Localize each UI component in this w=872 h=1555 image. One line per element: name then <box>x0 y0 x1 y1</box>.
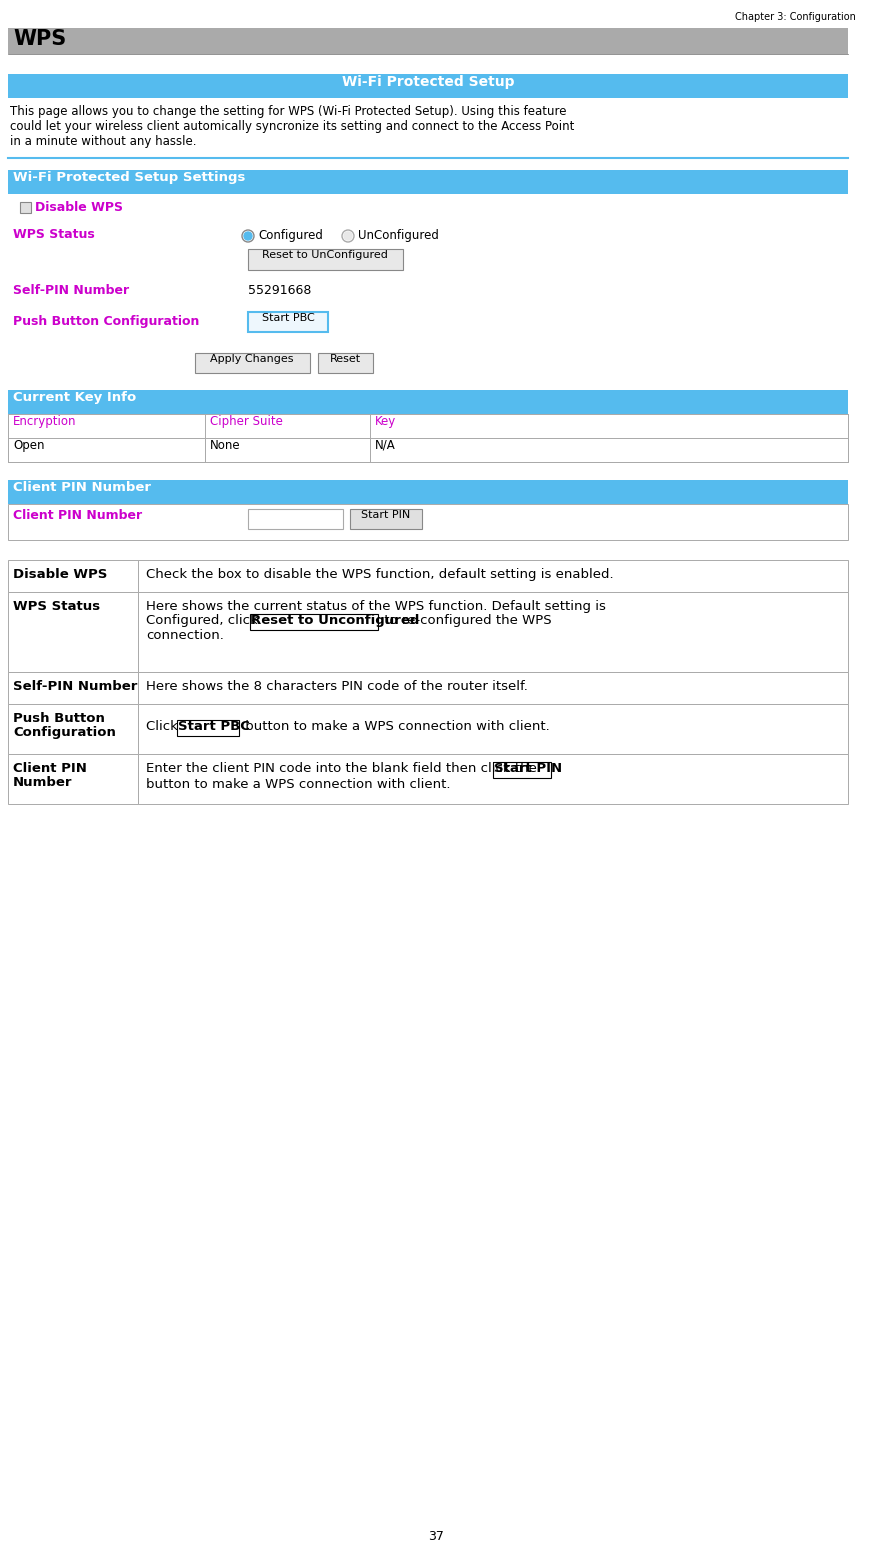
Text: Self-PIN Number: Self-PIN Number <box>13 285 129 297</box>
Text: N/A: N/A <box>375 439 396 453</box>
Bar <box>138 704 848 754</box>
Text: Client PIN Number: Client PIN Number <box>13 508 142 522</box>
Bar <box>195 353 310 373</box>
Bar <box>8 28 848 54</box>
Text: Enter the client PIN code into the blank field then click the: Enter the client PIN code into the blank… <box>146 762 542 774</box>
Bar <box>350 508 422 529</box>
Text: Client PIN: Client PIN <box>13 762 87 774</box>
Text: 55291668: 55291668 <box>248 285 311 297</box>
Bar <box>8 504 848 540</box>
Text: WPS Status: WPS Status <box>13 229 95 241</box>
Text: to re-configured the WPS: to re-configured the WPS <box>380 614 552 627</box>
Text: Number: Number <box>13 776 72 788</box>
Text: Wi-Fi Protected Setup Settings: Wi-Fi Protected Setup Settings <box>13 171 245 183</box>
Text: Here shows the 8 characters PIN code of the router itself.: Here shows the 8 characters PIN code of … <box>146 680 528 694</box>
Text: Reset to UnConfigured: Reset to UnConfigured <box>262 250 388 260</box>
Text: UnConfigured: UnConfigured <box>358 229 439 243</box>
Bar <box>8 560 138 592</box>
Text: Wi-Fi Protected Setup: Wi-Fi Protected Setup <box>342 75 514 89</box>
Bar <box>8 414 848 462</box>
Bar <box>250 614 378 630</box>
Text: Reset: Reset <box>330 355 360 364</box>
Bar <box>318 353 373 373</box>
Text: Reset to Unconfigured: Reset to Unconfigured <box>251 614 419 627</box>
Text: connection.: connection. <box>146 630 224 642</box>
Text: button to make a WPS connection with client.: button to make a WPS connection with cli… <box>146 778 451 791</box>
Text: Here shows the current status of the WPS function. Default setting is: Here shows the current status of the WPS… <box>146 600 606 613</box>
Text: Chapter 3: Configuration: Chapter 3: Configuration <box>735 12 856 22</box>
Bar <box>8 704 138 754</box>
Bar <box>138 754 848 804</box>
Text: button to make a WPS connection with client.: button to make a WPS connection with cli… <box>241 720 549 732</box>
Text: Check the box to disable the WPS function, default setting is enabled.: Check the box to disable the WPS functio… <box>146 568 614 582</box>
Text: Push Button: Push Button <box>13 712 105 725</box>
Bar <box>248 313 328 333</box>
Bar <box>8 480 848 504</box>
Text: Current Key Info: Current Key Info <box>13 390 136 404</box>
Bar <box>8 672 138 704</box>
Text: in a minute without any hassle.: in a minute without any hassle. <box>10 135 196 148</box>
Bar <box>493 762 551 778</box>
Circle shape <box>344 232 352 239</box>
Bar <box>8 390 848 414</box>
Text: Start PIN: Start PIN <box>361 510 411 519</box>
Text: Client PIN Number: Client PIN Number <box>13 480 151 494</box>
Text: could let your wireless client automically syncronize its setting and connect to: could let your wireless client automical… <box>10 120 575 134</box>
Bar <box>8 754 138 804</box>
Text: Key: Key <box>375 415 396 428</box>
Text: None: None <box>210 439 241 453</box>
Text: WPS: WPS <box>13 30 66 50</box>
Bar <box>8 592 138 672</box>
Circle shape <box>244 232 252 239</box>
Bar <box>8 169 848 194</box>
Text: Encryption: Encryption <box>13 415 77 428</box>
Text: Self-PIN Number: Self-PIN Number <box>13 680 138 694</box>
Bar <box>248 508 343 529</box>
Text: Apply Changes: Apply Changes <box>210 355 294 364</box>
Bar <box>138 592 848 672</box>
Bar <box>138 672 848 704</box>
Text: Start PBC: Start PBC <box>262 313 315 323</box>
Text: Start PIN: Start PIN <box>494 762 562 774</box>
Text: Configured, click: Configured, click <box>146 614 262 627</box>
Text: 37: 37 <box>428 1530 444 1543</box>
Bar <box>20 202 31 213</box>
Bar <box>138 560 848 592</box>
Bar <box>8 414 848 439</box>
Bar <box>8 439 848 462</box>
Text: Push Button Configuration: Push Button Configuration <box>13 316 200 328</box>
Text: Configured: Configured <box>258 229 323 243</box>
Text: Disable WPS: Disable WPS <box>35 201 123 215</box>
Text: Click: Click <box>146 720 182 732</box>
Bar <box>8 75 848 98</box>
Text: Open: Open <box>13 439 44 453</box>
Text: Cipher Suite: Cipher Suite <box>210 415 283 428</box>
Text: Disable WPS: Disable WPS <box>13 568 107 582</box>
Bar <box>248 249 403 271</box>
Text: Configuration: Configuration <box>13 726 116 739</box>
Bar <box>177 720 239 736</box>
Text: WPS Status: WPS Status <box>13 600 100 613</box>
Text: This page allows you to change the setting for WPS (Wi-Fi Protected Setup). Usin: This page allows you to change the setti… <box>10 106 567 118</box>
Text: Start PBC: Start PBC <box>178 720 250 732</box>
